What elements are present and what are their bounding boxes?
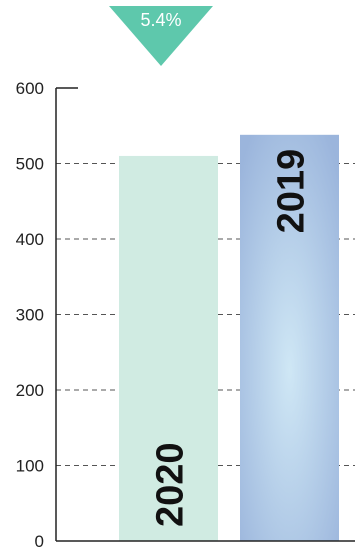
y-tick-labels: 0 100 200 300 400 500 600 [16,79,44,549]
y-tick-label-100: 100 [16,457,44,476]
bar-label-2019: 2019 [271,149,313,234]
change-badge-text: 5.4% [140,10,181,30]
bar-2020 [119,155,218,541]
change-badge: 5.4% [109,6,213,66]
y-tick-label-300: 300 [16,306,44,325]
bar-2019 [240,134,339,541]
y-tick-label-400: 400 [16,230,44,249]
grid-lines [56,87,355,466]
y-tick-label-200: 200 [16,381,44,400]
y-tick-label-600: 600 [16,79,44,98]
bars: 2020 2019 [119,134,339,541]
y-tick-label-0: 0 [35,532,44,549]
bar-label-2020: 2020 [150,442,192,527]
change-badge-shape [109,6,213,66]
y-tick-label-500: 500 [16,155,44,174]
y-axis: 0 100 200 300 400 500 600 [16,79,355,549]
